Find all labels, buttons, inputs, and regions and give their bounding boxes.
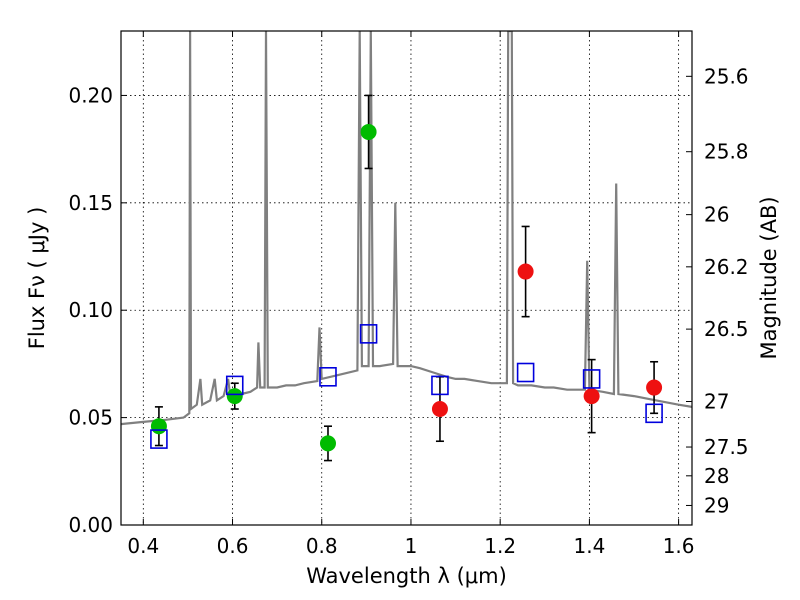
spectrum-line [121,31,692,426]
mag-tick-label: 25.8 [704,140,749,164]
ticks-layer: 0.4 0.6 0.8 1 1.2 1.4 1.6 0.00 0.05 0.10 0.15 0.20 2… [68,31,749,558]
mag-tick-label: 26.2 [704,255,749,279]
x-tick-label: 1 [405,534,418,558]
mag-tick-label: 27.5 [704,435,749,459]
model-square-marker [150,429,168,449]
y2-axis-label: Magnitude (AB) [757,196,781,359]
plot-frame [120,30,693,526]
y-tick-label: 0.20 [68,83,113,107]
mag-tick-label: 26.5 [704,317,749,341]
green-point [319,435,336,452]
model-square-marker [516,362,535,383]
x-tick-label: 1.2 [484,534,516,558]
x-tick-label: 0.4 [127,534,159,558]
mag-tick-label: 25.6 [704,64,749,88]
model-square-marker [645,403,663,424]
y-tick-label: 0.00 [68,513,113,537]
x-tick-label: 1.6 [663,534,695,558]
model-square-marker [319,366,337,387]
y-axis-label: Flux Fν ( μJy ) [25,207,49,350]
y-tick-label: 0.05 [68,406,113,430]
model-square-marker [582,369,601,389]
y-tick-label: 0.10 [68,298,113,322]
mag-tick-label: 26 [704,203,729,227]
x-tick-label: 0.8 [306,534,338,558]
x-tick-label: 0.6 [217,534,249,558]
mag-tick-label: 27 [704,390,729,414]
green-point [226,388,243,405]
model-square-marker [225,375,244,396]
spectrum-layer [121,31,692,426]
mag-tick-label: 28 [704,464,729,488]
x-tick-label: 1.4 [573,534,605,558]
x-axis-label: Wavelength λ (μm) [306,564,507,588]
red-point [431,401,448,418]
red-point [517,263,534,280]
red-point [583,388,600,405]
points-layer [150,94,663,462]
model-square-marker [431,375,449,396]
red-point [646,379,663,396]
green-point [150,418,167,435]
y-tick-label: 0.15 [68,191,113,215]
mag-tick-label: 29 [704,493,729,517]
model-square-marker [359,324,378,344]
green-point [360,123,377,140]
